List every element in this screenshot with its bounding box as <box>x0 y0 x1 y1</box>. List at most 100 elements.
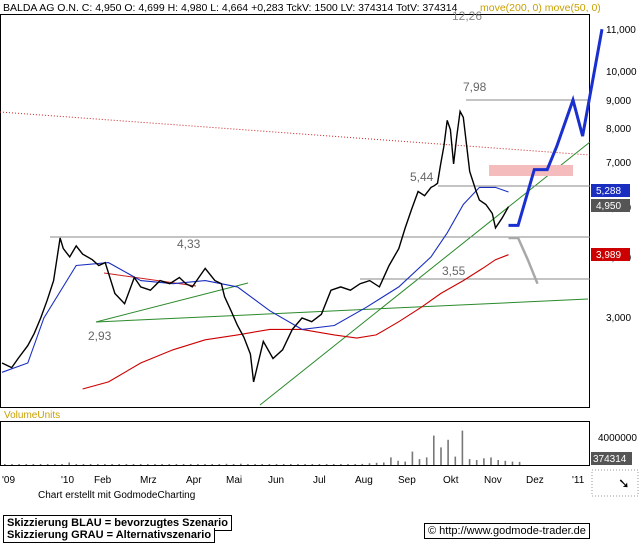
volume-last-label: 374314 <box>593 454 627 465</box>
resistance-dotted-line <box>0 111 591 156</box>
volume-bar <box>211 464 213 465</box>
volume-bar <box>483 458 485 465</box>
volume-bar <box>254 464 256 465</box>
chart-title: BALDA AG O.N. C: 4,950 O: 4,699 H: 4,980… <box>3 2 458 14</box>
volume-bar <box>454 456 457 465</box>
volume-bar <box>404 461 406 465</box>
volume-bar <box>268 464 271 465</box>
volume-bar <box>97 464 99 465</box>
x-tick-label: Mai <box>226 475 242 486</box>
volume-bar <box>11 464 13 465</box>
volume-bar <box>232 464 235 465</box>
volume-bar <box>161 464 163 465</box>
volume-bar <box>397 460 399 465</box>
x-tick-label: Jul <box>313 475 326 486</box>
volume-bar <box>347 464 349 465</box>
volume-bar <box>318 464 321 465</box>
volume-bar <box>118 464 120 465</box>
volume-bar <box>390 457 392 465</box>
volume-bar <box>304 464 306 465</box>
website-link[interactable]: © http://www.godmode-trader.de <box>424 523 590 539</box>
volume-bar <box>354 464 356 465</box>
volume-bar <box>82 464 85 465</box>
x-tick-label: Nov <box>484 475 502 486</box>
y-axis: 11,000 10,000 9,000 8,000 7,000 6,000 5,… <box>606 25 637 324</box>
ma50-price-label: 5,288 <box>596 186 621 197</box>
y-tick-label: 10,000 <box>606 67 637 78</box>
x-tick-label: Mrz <box>140 475 157 486</box>
chart-credit: Chart erstellt mit GodmodeCharting <box>38 490 196 501</box>
volume-bar <box>139 464 142 465</box>
x-tick-label: '11 <box>572 475 585 486</box>
ma-legend: move(200, 0) move(50, 0) <box>480 2 601 14</box>
volume-bar <box>275 464 278 465</box>
y-tick-label: 9,000 <box>606 96 631 107</box>
volume-bar <box>147 464 149 465</box>
volume-bar <box>4 464 6 465</box>
volume-bar <box>154 464 156 465</box>
volume-bar <box>25 464 28 465</box>
x-tick-label: Feb <box>94 475 112 486</box>
x-axis: '09 '10 Feb Mrz Apr Mai Jun Jul Aug Sep … <box>2 475 585 486</box>
volume-bar <box>282 464 285 465</box>
volume-bar <box>189 464 192 465</box>
volume-bar <box>168 464 171 465</box>
volume-bar <box>375 462 378 465</box>
volume-bar <box>68 462 70 465</box>
volume-bar <box>32 464 35 465</box>
volume-bar <box>61 464 63 465</box>
volume-bar <box>240 463 242 465</box>
ma200-price-tag <box>591 248 630 261</box>
scenario-blue-line <box>508 28 604 227</box>
legend-grey-scenario: Skizzierung GRAU = Alternativszenario <box>3 528 216 543</box>
y-tick-label: 3,000 <box>606 313 631 324</box>
last-price-tag <box>591 199 630 212</box>
volume-bar <box>411 451 414 465</box>
annotation-12-26: 12,26 <box>452 9 482 23</box>
x-tick-label: '10 <box>61 475 74 486</box>
volume-bar <box>368 463 371 465</box>
volume-bar <box>440 447 442 465</box>
annotation-2-93: 2,93 <box>88 329 112 343</box>
volume-bar <box>497 460 499 465</box>
overlays <box>0 99 591 406</box>
volume-bar <box>89 464 92 465</box>
volume-title: VolumeUnits <box>4 410 60 421</box>
scenario-grey-line <box>508 236 539 285</box>
x-tick-label: '09 <box>2 475 15 486</box>
x-tick-label: Okt <box>443 475 459 486</box>
y-tick-label: 8,000 <box>606 124 631 135</box>
ma50-price-tag <box>591 184 630 197</box>
volume-bar <box>46 464 49 465</box>
volume-bar <box>125 464 128 465</box>
x-tick-label: Aug <box>355 475 373 486</box>
volume-bar <box>325 464 328 465</box>
volume-last-tag <box>591 452 632 465</box>
price-panel <box>0 14 590 408</box>
volume-bar <box>504 460 507 465</box>
volume-bar <box>247 464 249 465</box>
dotted-frame-corner: ➘ <box>591 469 639 497</box>
volume-bar <box>75 464 78 465</box>
volume-bar <box>332 464 335 465</box>
y-tick-label: 11,000 <box>606 25 636 36</box>
annotation-7-98: 7,98 <box>463 80 487 94</box>
volume-bar <box>182 464 185 465</box>
x-tick-label: Sep <box>398 475 416 486</box>
volume-bar <box>447 439 449 465</box>
volume-bar <box>111 464 113 465</box>
volume-bar <box>490 457 492 465</box>
last-price-label: 4,950 <box>596 201 621 212</box>
volume-bar <box>225 463 228 465</box>
annotation-3-55: 3,55 <box>442 264 466 278</box>
y-tick-label: 7,000 <box>606 158 631 169</box>
volume-bar <box>104 464 106 465</box>
volume-bar <box>383 462 385 465</box>
volume-bar <box>18 464 20 465</box>
volume-bar <box>433 435 435 465</box>
volume-bar <box>361 463 364 465</box>
volume-bar <box>340 464 342 465</box>
ma50-line <box>1 186 509 373</box>
volume-bar <box>461 430 464 465</box>
volume-bar <box>511 461 514 465</box>
